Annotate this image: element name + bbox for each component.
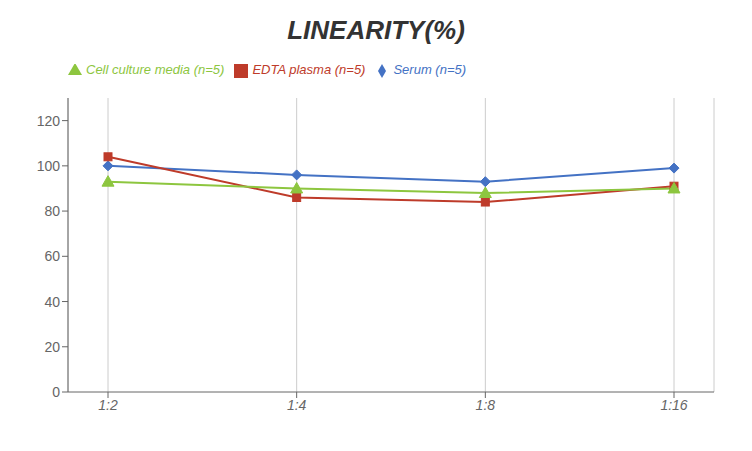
svg-text:120: 120 [37,113,61,129]
svg-text:1:4: 1:4 [287,397,307,413]
svg-text:1:2: 1:2 [98,397,118,413]
html-text:Serum (n=5): Serum (n=5) [393,62,467,77]
html-text:LINEARITY(%): LINEARITY(%) [287,15,465,45]
svg-text:20: 20 [44,339,60,355]
html-text:Cell culture media (n=5): Cell culture media (n=5) [86,62,225,77]
svg-text:1:16: 1:16 [660,397,687,413]
html-text:EDTA plasma (n=5): EDTA plasma (n=5) [252,62,366,77]
svg-text:100: 100 [37,158,61,174]
svg-text:80: 80 [44,203,60,219]
svg-text:0: 0 [52,384,60,400]
svg-text:60: 60 [44,248,60,264]
svg-text:1:8: 1:8 [476,397,496,413]
svg-text:40: 40 [44,294,60,310]
